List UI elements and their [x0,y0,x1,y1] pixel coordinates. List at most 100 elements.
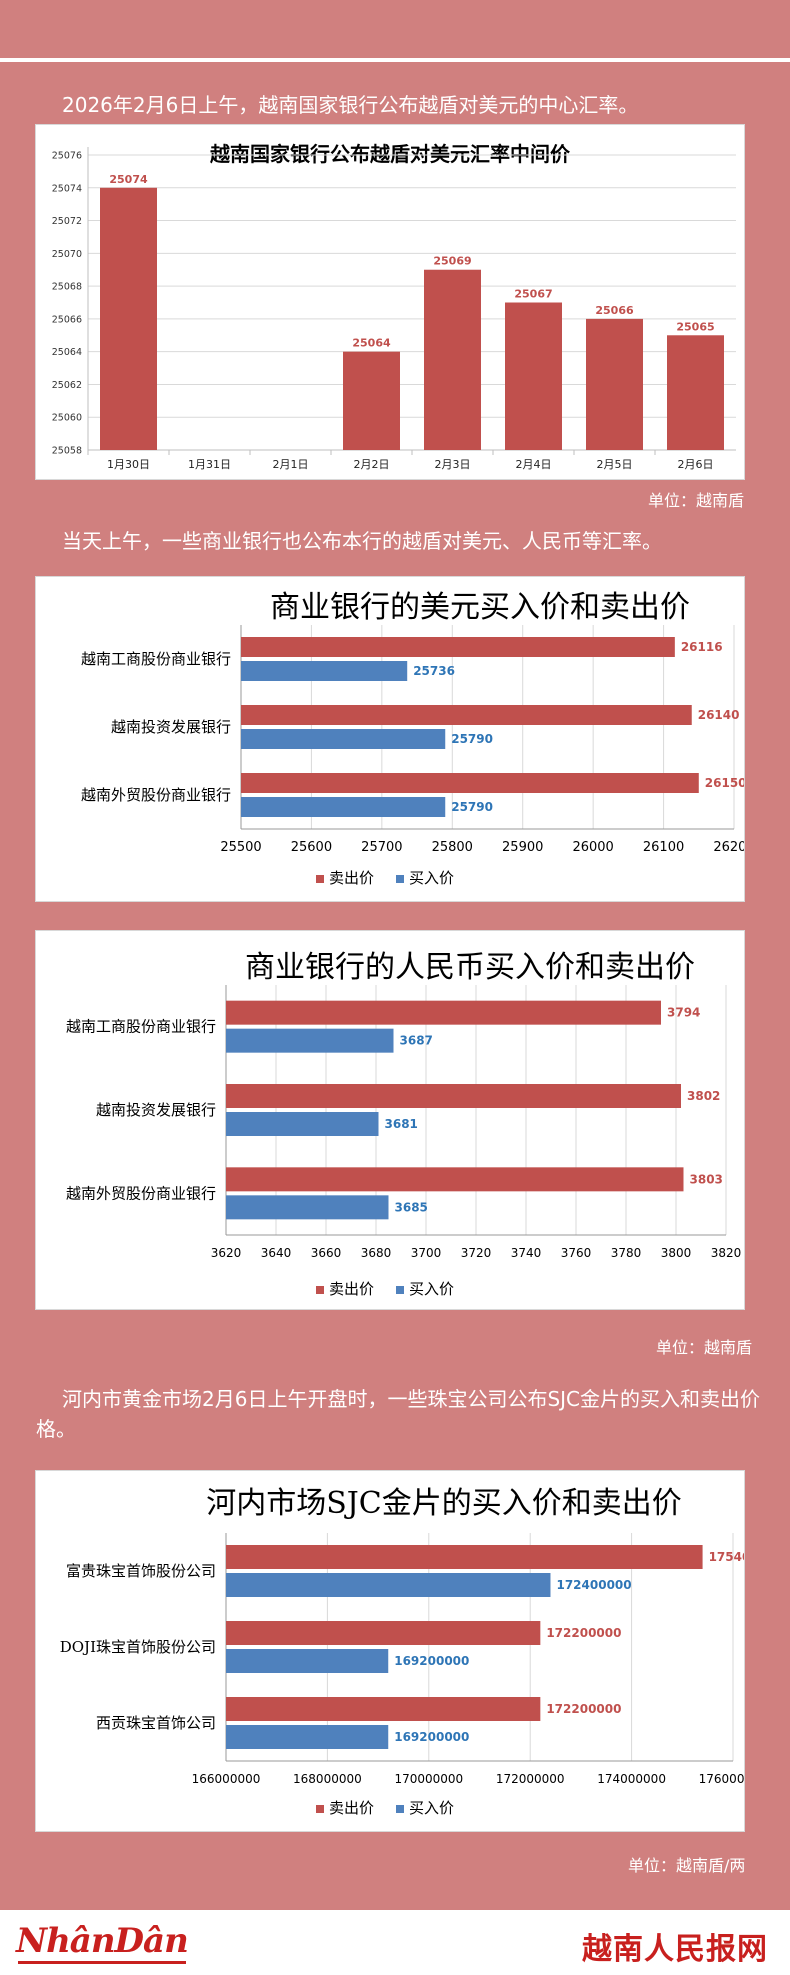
para2-text: 当天上午，一些商业银行也公布本行的越盾对美元、人民币等汇率。 [62,529,662,553]
x-tick-label: 1月31日 [188,458,231,471]
buy-value-label: 25790 [451,800,493,814]
y-tick-label: 25074 [52,183,82,194]
data-label: 25069 [433,255,471,268]
x-tick-label: 3660 [311,1246,342,1260]
cny-rate-chart: 商业银行的人民币买入价和卖出价 3620 3640 3660 3680 3700 3720 3… [66,950,742,1298]
category-label: 越南工商股份商业银行 [66,1018,216,1036]
data-label: 25074 [109,173,148,186]
chart-title: 商业银行的人民币买入价和卖出价 [245,950,695,985]
data-label: 25066 [595,304,634,317]
site-name-logo[interactable]: 越南人民报网 [582,1932,768,1967]
buy-bar [226,1725,389,1749]
x-tick-label: 3720 [461,1246,492,1260]
x-tick-label: 3820 [711,1246,742,1260]
usd-rate-chart: 商业银行的美元买入价和卖出价 25500 25600 25700 25800 25900 2… [81,590,744,887]
bar [424,269,481,450]
buy-value-label: 25790 [451,732,493,746]
sell-value-label: 3794 [667,1006,700,1020]
legend-label-buy: 买入价 [409,1280,454,1298]
sell-bar [241,773,699,793]
bar [100,187,157,450]
buy-value-label: 172400000 [556,1578,631,1592]
y-tick-label: 25072 [52,216,82,227]
buy-value-label: 3681 [385,1117,418,1131]
legend-label-buy: 买入价 [409,1799,454,1817]
chart-panel-usd: 商业银行的美元买入价和卖出价 25500 25600 25700 25800 25900 2… [35,576,745,902]
data-label: 25064 [352,337,391,350]
footer: NhânDân 越南人民报网 [0,1910,790,1975]
category-label: DOJI珠宝首饰股份公司 [60,1638,216,1656]
x-tick-label: 166000000 [192,1772,261,1786]
legend-label-buy: 买入价 [409,869,454,887]
buy-bar [241,797,446,817]
sell-bar [226,1621,541,1645]
sell-value-label: 175400000 [709,1550,744,1564]
x-tick-label: 25600 [291,840,332,855]
logo-underline [18,1961,186,1964]
nhandan-logo[interactable]: NhânDân [16,1921,189,1964]
bar [586,318,643,450]
x-tick-label: 176000000 [699,1772,744,1786]
sell-value-label: 3802 [687,1089,720,1103]
category-label: 越南投资发展银行 [111,718,231,736]
x-tick-label: 25500 [220,840,261,855]
x-tick-label: 3620 [211,1246,242,1260]
legend-swatch-sell [316,875,324,883]
buy-bar [226,1028,394,1053]
sell-bar [226,1084,681,1108]
x-tick-label: 170000000 [394,1772,463,1786]
central-rate-chart: 越南国家银行公布越盾对美元汇率中间价 25058 25060 25062 25064 25… [52,142,736,471]
y-tick-label: 25062 [52,380,82,391]
x-tick-label: 2月4日 [516,458,552,471]
para3-text: 河内市黄金市场2月6日上午开盘时，一些珠宝公司公布SJC金片的买入和卖出价格。 [36,1387,761,1441]
legend-swatch-buy [396,1805,404,1813]
x-tick-label: 26000 [572,840,613,855]
x-tick-label: 25700 [361,840,402,855]
x-tick-label: 2月3日 [435,458,471,471]
category-label: 西贡珠宝首饰公司 [96,1714,216,1732]
y-tick-label: 25076 [52,151,82,162]
x-tick-label: 3800 [661,1246,692,1260]
bar [343,351,400,450]
sell-value-label: 172200000 [546,1626,621,1640]
sell-value-label: 3803 [690,1172,723,1186]
x-tick-label: 168000000 [293,1772,362,1786]
data-label: 25067 [514,288,552,301]
chart-panel-cny: 商业银行的人民币买入价和卖出价 3620 3640 3660 3680 3700 3720 3… [35,930,745,1310]
category-label: 越南投资发展银行 [96,1101,216,1119]
buy-bar [226,1649,389,1673]
intro-text: 2026年2月6日上午，越南国家银行公布越盾对美元的中心汇率。 [62,93,639,117]
chart-title: 商业银行的美元买入价和卖出价 [270,590,690,625]
x-tick-label: 3640 [261,1246,292,1260]
unit-label-3: 单位：越南盾/两 [628,1856,746,1875]
buy-bar [226,1573,551,1597]
buy-value-label: 25736 [413,664,455,678]
buy-bar [226,1195,389,1220]
x-tick-label: 26100 [643,840,684,855]
sell-bar [226,1000,661,1025]
category-label: 越南外贸股份商业银行 [81,786,231,804]
data-label: 25065 [676,320,714,333]
sell-value-label: 26140 [698,708,740,722]
sell-bar [226,1697,541,1721]
x-tick-label: 172000000 [496,1772,565,1786]
category-label: 越南工商股份商业银行 [81,650,231,668]
x-tick-label: 25900 [502,840,543,855]
buy-bar [226,1112,379,1136]
sell-bar [226,1167,684,1192]
unit-label-2: 单位：越南盾 [656,1338,753,1357]
x-tick-label: 2月1日 [273,458,309,471]
y-tick-label: 25066 [52,314,82,325]
buy-bar [241,661,408,681]
y-tick-label: 25060 [52,413,82,424]
x-tick-label: 2月2日 [354,458,390,471]
legend-label-sell: 卖出价 [329,869,374,887]
legend-swatch-sell [316,1805,324,1813]
top-divider [0,58,790,62]
chart-title: 河内市场SJC金片的买入价和卖出价 [206,1486,682,1521]
legend-label-sell: 卖出价 [329,1280,374,1298]
y-tick-label: 25058 [52,446,82,457]
buy-value-label: 169200000 [394,1730,469,1744]
legend-label-sell: 卖出价 [329,1799,374,1817]
sell-value-label: 26150 [705,776,744,790]
